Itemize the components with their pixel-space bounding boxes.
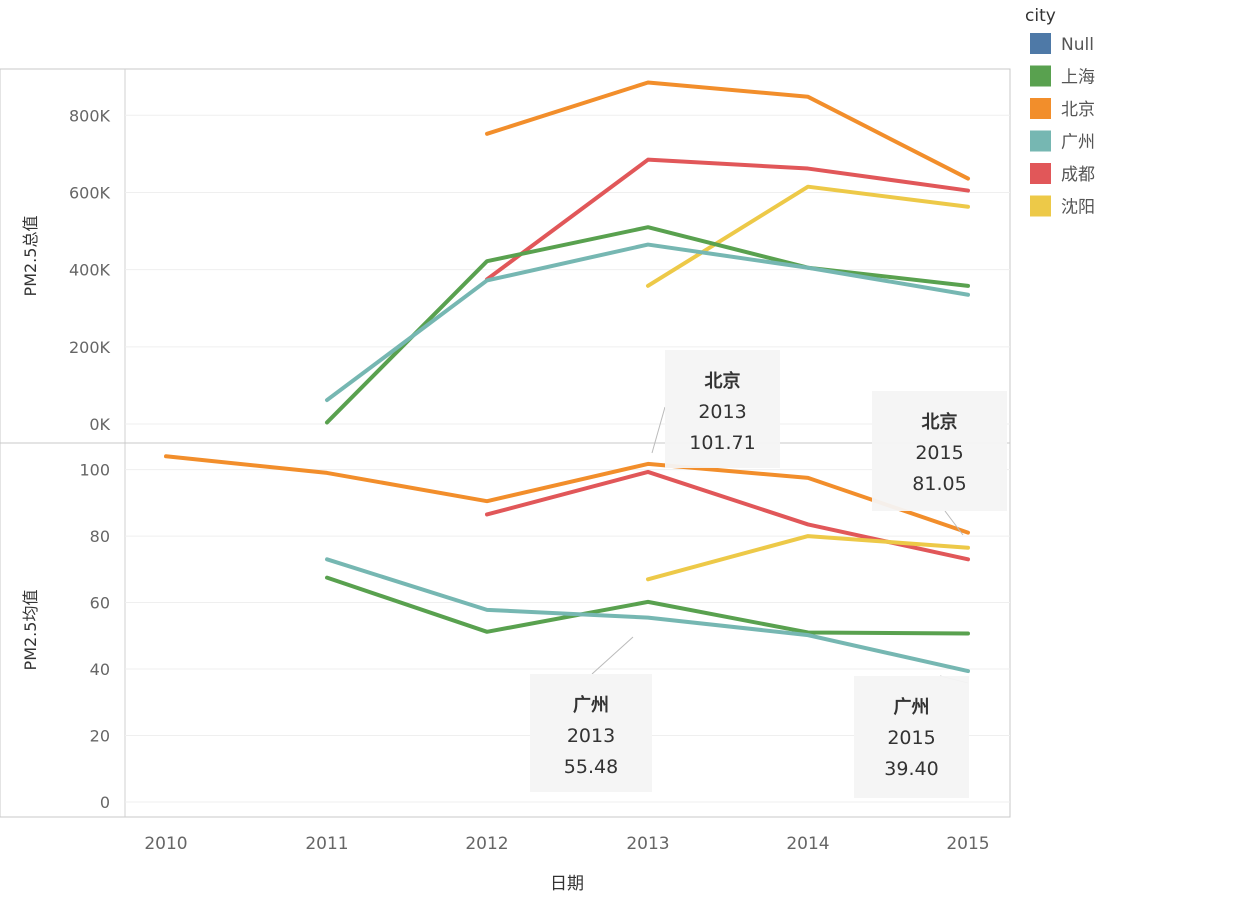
y-tick-label: 60 (90, 594, 110, 613)
x-tick-label: 2012 (465, 834, 508, 854)
legend-swatch (1030, 130, 1051, 152)
legend-label: 北京 (1061, 100, 1095, 120)
annotation-value: 55.48 (564, 756, 618, 778)
annotation-year: 2013 (567, 725, 615, 747)
annotation-year: 2015 (887, 727, 935, 749)
y-tick-label: 0K (89, 415, 110, 434)
annotation-year: 2013 (698, 401, 746, 423)
annotation-leader (591, 636, 634, 675)
x-tick-label: 2010 (144, 834, 187, 854)
annotation-box (530, 674, 652, 792)
x-tick-label: 2013 (626, 834, 669, 854)
y-tick-label: 0 (100, 793, 110, 812)
annotation-year: 2015 (915, 442, 963, 464)
annotation-box (872, 391, 1007, 511)
y-axis-label: PM2.5总值 (21, 216, 40, 297)
y-axis-label: PM2.5均值 (21, 590, 40, 671)
series-line-0 (485, 80, 970, 181)
legend-label: Null (1061, 35, 1094, 55)
annotation-city: 广州 (894, 696, 930, 718)
series-line-3 (325, 225, 970, 425)
y-tick-label: 100 (79, 461, 110, 480)
legend-title: city (1025, 6, 1056, 26)
annotation-value: 101.71 (689, 432, 755, 454)
annotation-leader (944, 510, 964, 536)
y-tick-label: 800K (69, 106, 111, 125)
x-tick-label: 2015 (946, 834, 989, 854)
legend-label: 沈阳 (1061, 198, 1095, 218)
annotation-box (665, 350, 780, 468)
annotation-value: 81.05 (912, 473, 966, 495)
series-line-4 (325, 557, 970, 674)
y-tick-label: 80 (90, 527, 110, 546)
y-tick-label: 40 (90, 660, 110, 679)
y-tick-label: 600K (69, 183, 111, 202)
legend-swatch (1030, 98, 1051, 119)
series-line-4 (325, 242, 970, 403)
x-tick-label: 2014 (786, 834, 829, 854)
annotation-value: 39.40 (884, 758, 938, 780)
annotation-leader (651, 406, 666, 454)
y-tick-label: 20 (90, 727, 110, 746)
series-line-0 (164, 454, 970, 535)
annotation-city: 北京 (922, 411, 958, 433)
legend-swatch (1030, 163, 1051, 184)
legend-swatch (1030, 195, 1051, 217)
series-line-3 (325, 575, 970, 636)
annotation-city: 北京 (705, 370, 741, 392)
annotation-box (854, 676, 969, 798)
legend-label: 上海 (1061, 68, 1095, 88)
legend-label: 广州 (1061, 133, 1095, 153)
legend-swatch (1030, 65, 1051, 87)
legend-label: 成都 (1061, 165, 1095, 185)
annotation-city: 广州 (573, 694, 609, 716)
series-line-2 (646, 534, 970, 582)
y-tick-label: 200K (69, 338, 111, 357)
x-axis-label: 日期 (550, 874, 584, 894)
series-line-2 (646, 184, 970, 288)
x-tick-label: 2011 (305, 834, 348, 854)
legend-swatch (1030, 33, 1051, 54)
y-tick-label: 400K (69, 261, 111, 280)
series-line-1 (485, 157, 970, 282)
